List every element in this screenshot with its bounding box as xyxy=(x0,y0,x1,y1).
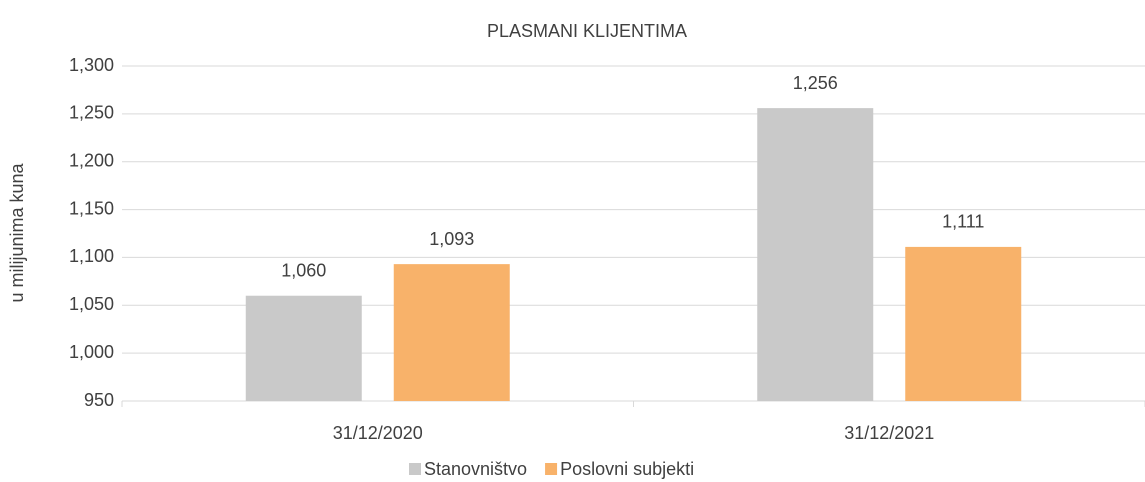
bar xyxy=(393,264,510,401)
bar xyxy=(905,246,1022,401)
y-tick-label: 1,250 xyxy=(69,103,114,123)
bar xyxy=(757,108,874,401)
y-axis-label: u milijunima kuna xyxy=(7,162,27,302)
y-tick-label: 1,100 xyxy=(69,246,114,266)
y-tick-label: 1,300 xyxy=(69,55,114,75)
y-tick-label: 1,200 xyxy=(69,150,114,170)
legend-label: Poslovni subjekti xyxy=(560,459,694,479)
data-label: 1,256 xyxy=(793,73,838,93)
data-label: 1,060 xyxy=(281,260,326,280)
legend-swatch xyxy=(409,463,421,475)
chart-title: PLASMANI KLIJENTIMA xyxy=(487,21,687,41)
y-tick-label: 1,000 xyxy=(69,342,114,362)
x-tick-label: 31/12/2021 xyxy=(844,423,934,443)
data-label: 1,111 xyxy=(942,212,984,232)
data-label: 1,093 xyxy=(429,229,474,249)
bar xyxy=(245,295,362,401)
legend-label: Stanovništvo xyxy=(424,459,527,479)
x-tick-label: 31/12/2020 xyxy=(333,423,423,443)
legend-swatch xyxy=(545,463,558,475)
y-tick-label: 950 xyxy=(84,390,114,410)
y-tick-label: 1,150 xyxy=(69,198,114,218)
y-tick-label: 1,050 xyxy=(69,294,114,314)
